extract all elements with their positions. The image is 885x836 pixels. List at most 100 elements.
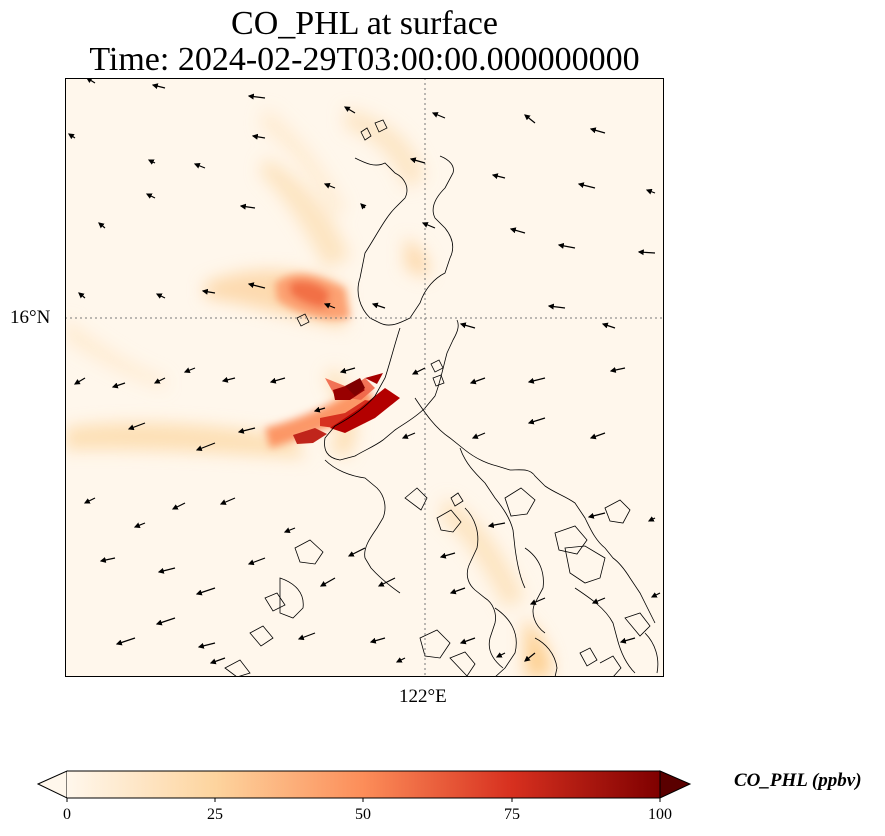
wind-arrow <box>421 222 436 229</box>
wind-arrow <box>527 377 546 384</box>
wind-arrow <box>411 367 426 375</box>
wind-arrow <box>371 302 386 309</box>
wind-arrow <box>459 637 476 645</box>
wind-arrow <box>319 577 336 587</box>
co-concentration-field <box>65 108 552 677</box>
wind-arrow <box>509 227 526 234</box>
wind-arrow <box>609 367 626 373</box>
wind-arrow <box>73 377 86 385</box>
wind-arrow <box>99 557 116 563</box>
wind-arrow <box>193 162 206 169</box>
wind-arrow <box>524 652 536 662</box>
colorbar-tick-50: 50 <box>355 806 371 823</box>
wind-arrow <box>343 106 356 114</box>
wind-arrow <box>157 567 176 574</box>
wind-arrow <box>247 557 266 566</box>
wind-arrow <box>449 587 466 595</box>
wind-arrow <box>524 114 536 124</box>
map-border <box>65 78 664 677</box>
wind-arrow <box>247 93 266 100</box>
wind-arrow <box>111 382 126 389</box>
wind-arrow <box>645 188 656 195</box>
wind-arrow <box>587 512 606 519</box>
wind-arrow <box>471 432 486 439</box>
wind-arrow <box>313 406 326 413</box>
map-canvas <box>65 78 664 677</box>
wind-arrow <box>98 222 106 229</box>
wind-arrow <box>409 157 426 164</box>
wind-arrow <box>323 182 336 189</box>
wind-arrow <box>589 432 606 440</box>
longitude-tick-label: 122°E <box>399 686 447 707</box>
wind-arrow <box>155 617 176 626</box>
colorbar-tick-25: 25 <box>207 806 223 823</box>
wind-arrow <box>183 367 196 374</box>
wind-arrow <box>247 282 266 289</box>
wind-vectors <box>68 78 661 665</box>
wind-arrow <box>527 417 546 425</box>
wind-arrow <box>133 522 146 529</box>
colorbar-tick-75: 75 <box>504 806 520 823</box>
colorbar-extend-min <box>36 770 68 799</box>
wind-arrow <box>219 497 236 505</box>
wind-arrow <box>251 133 266 140</box>
wind-arrow <box>115 637 136 646</box>
wind-arrow <box>401 432 416 439</box>
colorbar-tick-0: 0 <box>63 806 71 823</box>
wind-arrow <box>323 302 336 309</box>
wind-arrow <box>339 367 356 374</box>
wind-arrow <box>239 203 256 210</box>
wind-arrow <box>577 182 596 189</box>
coastlines <box>224 119 659 677</box>
wind-arrow <box>297 632 316 641</box>
wind-arrow <box>283 527 296 534</box>
wind-arrow <box>201 288 216 295</box>
wind-arrow <box>487 522 506 529</box>
wind-arrow <box>269 377 286 384</box>
wind-arrow <box>171 502 186 510</box>
wind-arrow <box>68 133 76 140</box>
wind-arrow <box>431 112 446 119</box>
wind-arrow <box>529 597 546 605</box>
wind-arrow <box>369 637 386 644</box>
wind-arrow <box>601 322 616 329</box>
wind-arrow <box>557 242 576 249</box>
wind-arrow <box>347 547 366 557</box>
wind-arrow <box>591 597 606 604</box>
wind-arrow <box>547 303 566 310</box>
wind-arrow <box>495 652 506 658</box>
latitude-tick-label: 16°N <box>10 307 51 328</box>
wind-arrow <box>469 377 486 385</box>
wind-arrow <box>459 322 476 329</box>
wind-arrow <box>151 83 166 90</box>
colorbar-gradient <box>67 771 660 798</box>
wind-arrow <box>83 497 96 504</box>
wind-arrow <box>195 442 216 452</box>
wind-arrow <box>589 127 606 134</box>
wind-arrow <box>153 377 166 384</box>
wind-arrow <box>145 193 156 199</box>
concentration-background <box>65 78 664 677</box>
wind-arrow <box>395 657 406 663</box>
wind-arrow <box>650 592 661 598</box>
wind-arrow <box>78 292 86 299</box>
wind-arrow <box>619 637 636 644</box>
wind-arrow <box>155 293 166 299</box>
colorbar-extend-max <box>659 770 692 799</box>
wind-arrow <box>439 552 456 559</box>
figure-title-line1: CO_PHL at surface <box>231 5 498 42</box>
wind-arrow <box>377 577 396 587</box>
wind-arrow <box>360 203 367 210</box>
colorbar-tick-100: 100 <box>648 806 672 823</box>
map-panel <box>65 78 664 677</box>
wind-arrow <box>491 173 506 180</box>
wind-arrow <box>221 376 236 383</box>
wind-arrow <box>209 657 226 665</box>
figure-title-line2: Time: 2024-02-29T03:00:00.000000000 <box>89 41 640 78</box>
wind-arrow <box>197 642 216 649</box>
wind-arrow <box>237 427 256 434</box>
wind-arrow <box>637 249 656 256</box>
colorbar <box>36 770 692 802</box>
wind-arrow <box>147 159 156 165</box>
wind-arrow <box>195 587 216 596</box>
